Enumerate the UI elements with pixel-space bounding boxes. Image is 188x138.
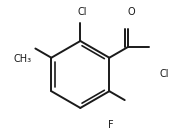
Text: Cl: Cl xyxy=(78,7,87,17)
Text: Cl: Cl xyxy=(160,69,169,79)
Text: CH₃: CH₃ xyxy=(14,54,32,64)
Text: F: F xyxy=(108,120,113,130)
Text: O: O xyxy=(127,7,135,17)
